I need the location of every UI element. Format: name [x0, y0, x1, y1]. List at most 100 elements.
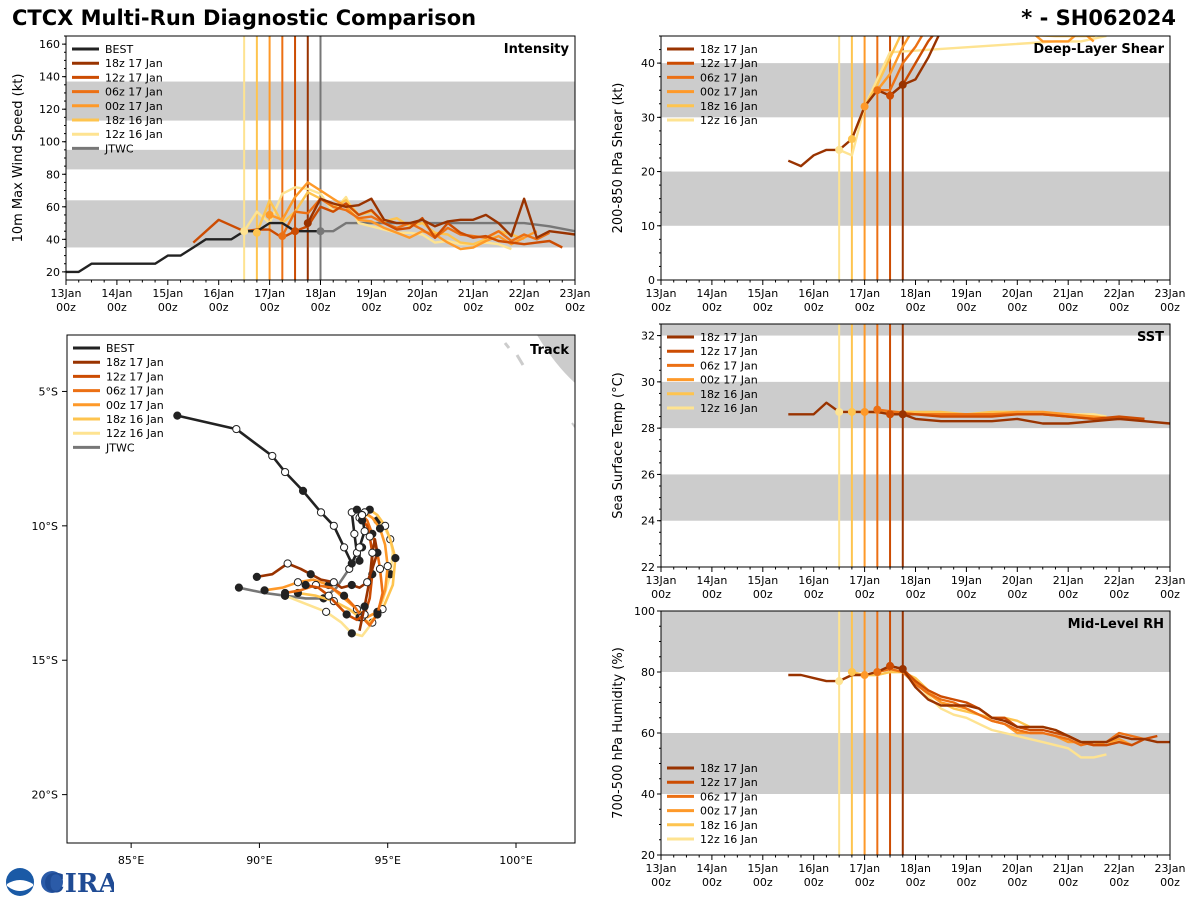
init-marker	[252, 228, 261, 237]
legend-label: 06z 17 Jan	[700, 71, 758, 84]
track-point	[360, 527, 369, 536]
series-line-12z-17-jan	[192, 202, 563, 249]
panel-title: Deep-Layer Shear	[1033, 42, 1164, 57]
y-tick-label: 100	[634, 605, 655, 618]
x-tick-label: 19Jan	[951, 574, 982, 587]
legend-label: JTWC	[105, 441, 135, 454]
legend-label: 06z 17 Jan	[700, 359, 758, 372]
shaded-band	[661, 63, 1170, 118]
series-line-18z-16-jan	[851, 670, 1120, 744]
y-tick-label: 22	[641, 561, 655, 574]
x-tick-label: 00z	[906, 588, 926, 601]
legend-label: 12z 16 Jan	[105, 128, 163, 141]
track-point	[375, 564, 385, 573]
x-tick-label: 00z	[753, 876, 773, 889]
track-point	[252, 572, 261, 582]
init-marker	[278, 232, 287, 241]
y-tick-label: 80	[641, 666, 655, 679]
x-tick-label: 14Jan	[696, 287, 727, 300]
y-tick-label: 30	[641, 111, 655, 124]
x-tick-label: 21Jan	[1053, 287, 1084, 300]
plot-frame	[66, 334, 576, 844]
x-tick-label: 18Jan	[900, 287, 931, 300]
x-tick-label: 00z	[158, 301, 178, 314]
x-tick-label: 20Jan	[407, 287, 438, 300]
x-tick-label: 16Jan	[798, 287, 829, 300]
land-islands	[503, 342, 525, 366]
x-tick-label: 22Jan	[1104, 574, 1135, 587]
x-tick-label: 00z	[753, 588, 773, 601]
x-tick-label: 00z	[1109, 588, 1129, 601]
x-tick-label: 00z	[1058, 588, 1078, 601]
series-line-12z-17-jan	[890, 413, 1145, 421]
legend-label: 12z 17 Jan	[700, 776, 758, 789]
init-marker	[860, 102, 869, 111]
y-tick-label: 30	[641, 376, 655, 389]
x-tick-label: 18Jan	[305, 287, 336, 300]
x-tick-label: 00z	[412, 301, 432, 314]
y-axis-label: 200-850 hPa Shear (kt)	[611, 83, 626, 234]
track-point	[355, 556, 364, 565]
track-point	[329, 578, 338, 587]
init-marker	[873, 405, 882, 414]
track-point	[298, 486, 308, 495]
legend-label: 00z 17 Jan	[105, 100, 163, 113]
y-tick-label: 80	[46, 168, 60, 181]
y-tick-label: 40	[46, 233, 60, 246]
legend-label: 18z 16 Jan	[700, 100, 758, 113]
init-marker	[835, 145, 844, 154]
x-tick-label: 17Jan	[849, 574, 880, 587]
x-tick-label: 20Jan	[1002, 287, 1033, 300]
chart-intensity: 2040608010012014016013Jan00z14Jan00z15Ja…	[11, 35, 590, 314]
x-tick-label: 19Jan	[951, 287, 982, 300]
x-tick-label: 00z	[753, 301, 773, 314]
x-tick-label: 21Jan	[1053, 574, 1084, 587]
y-axis-label: 700-500 hPa Humidity (%)	[611, 647, 626, 819]
x-tick-label: 13Jan	[646, 574, 677, 587]
x-tick-label: 00z	[855, 301, 875, 314]
track-point	[293, 578, 303, 587]
panel-title: Mid-Level RH	[1068, 617, 1164, 632]
init-marker	[886, 661, 895, 670]
legend-label: JTWC	[104, 142, 134, 155]
track-point	[339, 543, 349, 552]
x-tick-label: 00z	[107, 301, 127, 314]
legend-label: 18z 17 Jan	[105, 57, 163, 70]
x-tick-label: 00z	[1058, 301, 1078, 314]
x-tick-label: 00z	[209, 301, 229, 314]
series-line-18z-16-jan	[255, 190, 525, 246]
x-tick-label: 16Jan	[203, 287, 234, 300]
y-tick-label: 20	[641, 166, 655, 179]
init-marker	[860, 407, 869, 416]
track-point	[347, 559, 356, 568]
track-point	[347, 629, 356, 638]
x-tick-label: 00z	[906, 301, 926, 314]
track-point	[280, 467, 290, 477]
storm-id: * - SH062024	[1021, 6, 1176, 30]
y-tick-label: 10°S	[32, 520, 58, 533]
x-tick-label: 19Jan	[951, 862, 982, 875]
legend-label: 06z 17 Jan	[106, 385, 164, 398]
shaded-band	[661, 324, 1170, 336]
y-tick-label: 15°S	[32, 654, 58, 667]
init-marker	[291, 227, 300, 236]
x-tick-label: 00z	[702, 588, 722, 601]
y-tick-label: 40	[641, 788, 655, 801]
x-tick-label: 00z	[804, 876, 824, 889]
x-tick-label: 17Jan	[254, 287, 285, 300]
y-tick-label: 24	[641, 515, 655, 528]
track-point	[391, 553, 400, 563]
shaded-band	[661, 171, 1170, 226]
track-point	[375, 524, 385, 533]
y-tick-label: 32	[641, 330, 655, 343]
y-tick-label: 60	[46, 201, 60, 214]
x-tick-label: 00z	[804, 301, 824, 314]
x-tick-label: 00z	[906, 876, 926, 889]
y-tick-label: 40	[641, 57, 655, 70]
x-tick-label: 17Jan	[849, 287, 880, 300]
y-tick-label: 20	[641, 849, 655, 862]
track-line-18z-17-jan	[256, 537, 379, 631]
